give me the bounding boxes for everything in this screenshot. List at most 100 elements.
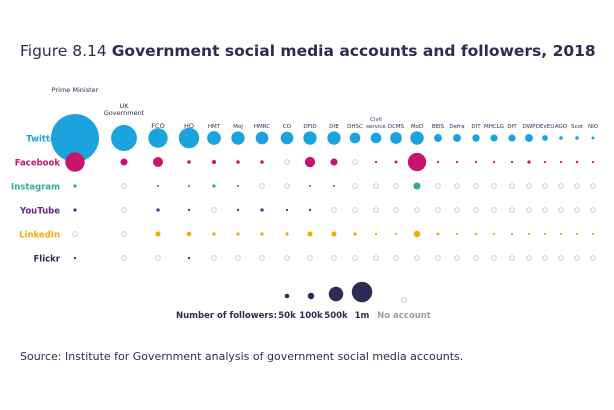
bubble-linkedin-mhclg xyxy=(492,232,496,236)
bubble-youtube-moj xyxy=(236,208,240,212)
no-account-marker-instagram-dwp xyxy=(526,183,532,189)
bubble-twitter-fco xyxy=(148,128,168,148)
no-account-marker-youtube-beis xyxy=(435,207,441,213)
bubble-linkedin-dexeu xyxy=(543,232,547,236)
no-account-marker-youtube-mhclg xyxy=(491,207,497,213)
bubble-facebook-dfid xyxy=(304,156,316,168)
no-account-marker-flickr-mod xyxy=(414,255,420,261)
column-label-nio: NIO xyxy=(588,124,599,130)
bubble-linkedin-ho xyxy=(186,231,192,237)
no-account-marker-flickr-dexeu xyxy=(542,255,548,261)
no-account-marker-flickr-civil-service xyxy=(373,255,379,261)
column-label-dwp: DWP xyxy=(523,124,537,130)
bubble-facebook-ho xyxy=(187,160,191,164)
bubble-facebook-dcms xyxy=(394,160,398,164)
no-account-marker-instagram-dit xyxy=(473,183,479,189)
bubble-linkedin-dhsc xyxy=(353,232,357,236)
bubble-facebook-mhclg xyxy=(492,160,496,164)
bubble-twitter-moj xyxy=(231,131,245,145)
bubble-twitter-hmt xyxy=(207,131,221,145)
bubble-twitter-dfe xyxy=(327,131,341,145)
no-account-marker-flickr-dft xyxy=(509,255,515,261)
no-account-marker-instagram-dhsc xyxy=(352,183,358,189)
no-account-marker-youtube-dit xyxy=(473,207,479,213)
no-account-marker-flickr-dfid xyxy=(307,255,313,261)
legend-label-50k: 50k xyxy=(278,311,296,321)
column-label-beis: BEIS xyxy=(432,124,445,130)
no-account-marker-youtube-dfe xyxy=(331,207,337,213)
column-label-ho: HO xyxy=(184,122,194,130)
bubble-twitter-dexeu xyxy=(542,135,548,141)
bubble-linkedin-defra xyxy=(455,232,459,236)
row-label-youtube: YouTube xyxy=(19,207,60,217)
bubble-linkedin-mod xyxy=(413,230,421,238)
bubble-twitter-defra xyxy=(453,134,461,142)
column-label-dexeu: DExEU xyxy=(536,124,554,130)
no-account-marker-flickr-dcms xyxy=(393,255,399,261)
no-account-marker-instagram-defra xyxy=(454,183,460,189)
legend-label-1m: 1m xyxy=(355,311,370,321)
bubble-facebook-dit xyxy=(474,160,478,164)
bubble-linkedin-dfe xyxy=(331,231,337,237)
bubble-twitter-dcms xyxy=(390,132,402,144)
no-account-marker-flickr-hmrc xyxy=(259,255,265,261)
row-label-linkedin: LinkedIn xyxy=(19,231,60,241)
bubble-linkedin-beis xyxy=(436,232,440,236)
no-account-marker-flickr-dwp xyxy=(526,255,532,261)
bubble-facebook-fco xyxy=(152,156,164,168)
bubble-facebook-dfe xyxy=(330,158,338,166)
no-account-marker-youtube-hmt xyxy=(211,207,217,213)
bubble-linkedin-dwp xyxy=(527,232,531,236)
no-account-marker-flickr-dfe xyxy=(331,255,337,261)
column-label-dhsc: DHSC xyxy=(347,124,363,130)
bubble-youtube-fco xyxy=(156,208,160,212)
no-account-marker-youtube-dexeu xyxy=(542,207,548,213)
no-account-marker-flickr-co xyxy=(284,255,290,261)
column-label-dfe: DfE xyxy=(329,124,339,130)
no-account-marker-flickr-scot xyxy=(574,255,580,261)
no-account-marker-flickr-moj xyxy=(235,255,241,261)
bubble-instagram-dfe xyxy=(332,184,336,188)
bubble-linkedin-hmt xyxy=(212,232,216,236)
bubble-youtube-prime-minister xyxy=(73,208,77,212)
column-label-moj: MoJ xyxy=(233,124,243,130)
bubble-twitter-mod xyxy=(410,131,424,145)
bubble-youtube-hmrc xyxy=(260,208,264,212)
bubble-linkedin-hmrc xyxy=(260,232,264,236)
no-account-marker-youtube-defra xyxy=(454,207,460,213)
bubble-linkedin-dit xyxy=(474,232,478,236)
no-account-marker-youtube-dcms xyxy=(393,207,399,213)
bubble-facebook-moj xyxy=(236,160,240,164)
figure-title: Figure 8.14 Government social media acco… xyxy=(20,42,596,60)
bubble-facebook-mod xyxy=(407,152,427,172)
bubble-twitter-nio xyxy=(591,136,595,140)
no-account-marker-flickr-dit xyxy=(473,255,479,261)
legend-bubble-500k xyxy=(328,286,344,302)
no-account-marker-flickr-nio xyxy=(590,255,596,261)
column-label-mhclg: MHCLG xyxy=(484,124,504,130)
bubble-linkedin-fco xyxy=(155,231,161,237)
bubble-facebook-nio xyxy=(591,160,595,164)
bubble-linkedin-dcms xyxy=(394,232,398,236)
bubble-twitter-dwp xyxy=(525,134,533,142)
bubble-facebook-hmt xyxy=(211,159,217,165)
legend-label-100k: 100k xyxy=(299,311,323,321)
bubble-twitter-scot xyxy=(575,136,579,140)
column-label-prime-minister: Prime Minister xyxy=(52,86,99,94)
bubble-facebook-hmrc xyxy=(260,160,264,164)
bubble-facebook-defra xyxy=(455,160,459,164)
bubble-facebook-dexeu xyxy=(543,160,547,164)
no-account-marker-instagram-uk-government xyxy=(121,183,127,189)
bubble-facebook-beis xyxy=(436,160,440,164)
bubble-instagram-ho xyxy=(187,184,191,188)
legend-title: Number of followers: xyxy=(176,311,277,321)
bubble-twitter-ago xyxy=(559,136,563,140)
no-account-marker-instagram-dft xyxy=(509,183,515,189)
bubble-linkedin-civil-service xyxy=(374,232,378,236)
bubble-linkedin-ago xyxy=(559,232,563,236)
bubble-twitter-mhclg xyxy=(490,134,498,142)
no-account-marker-flickr-hmt xyxy=(211,255,217,261)
bubble-instagram-prime-minister xyxy=(73,184,77,188)
no-account-marker-flickr-beis xyxy=(435,255,441,261)
no-account-marker-instagram-hmrc xyxy=(259,183,265,189)
